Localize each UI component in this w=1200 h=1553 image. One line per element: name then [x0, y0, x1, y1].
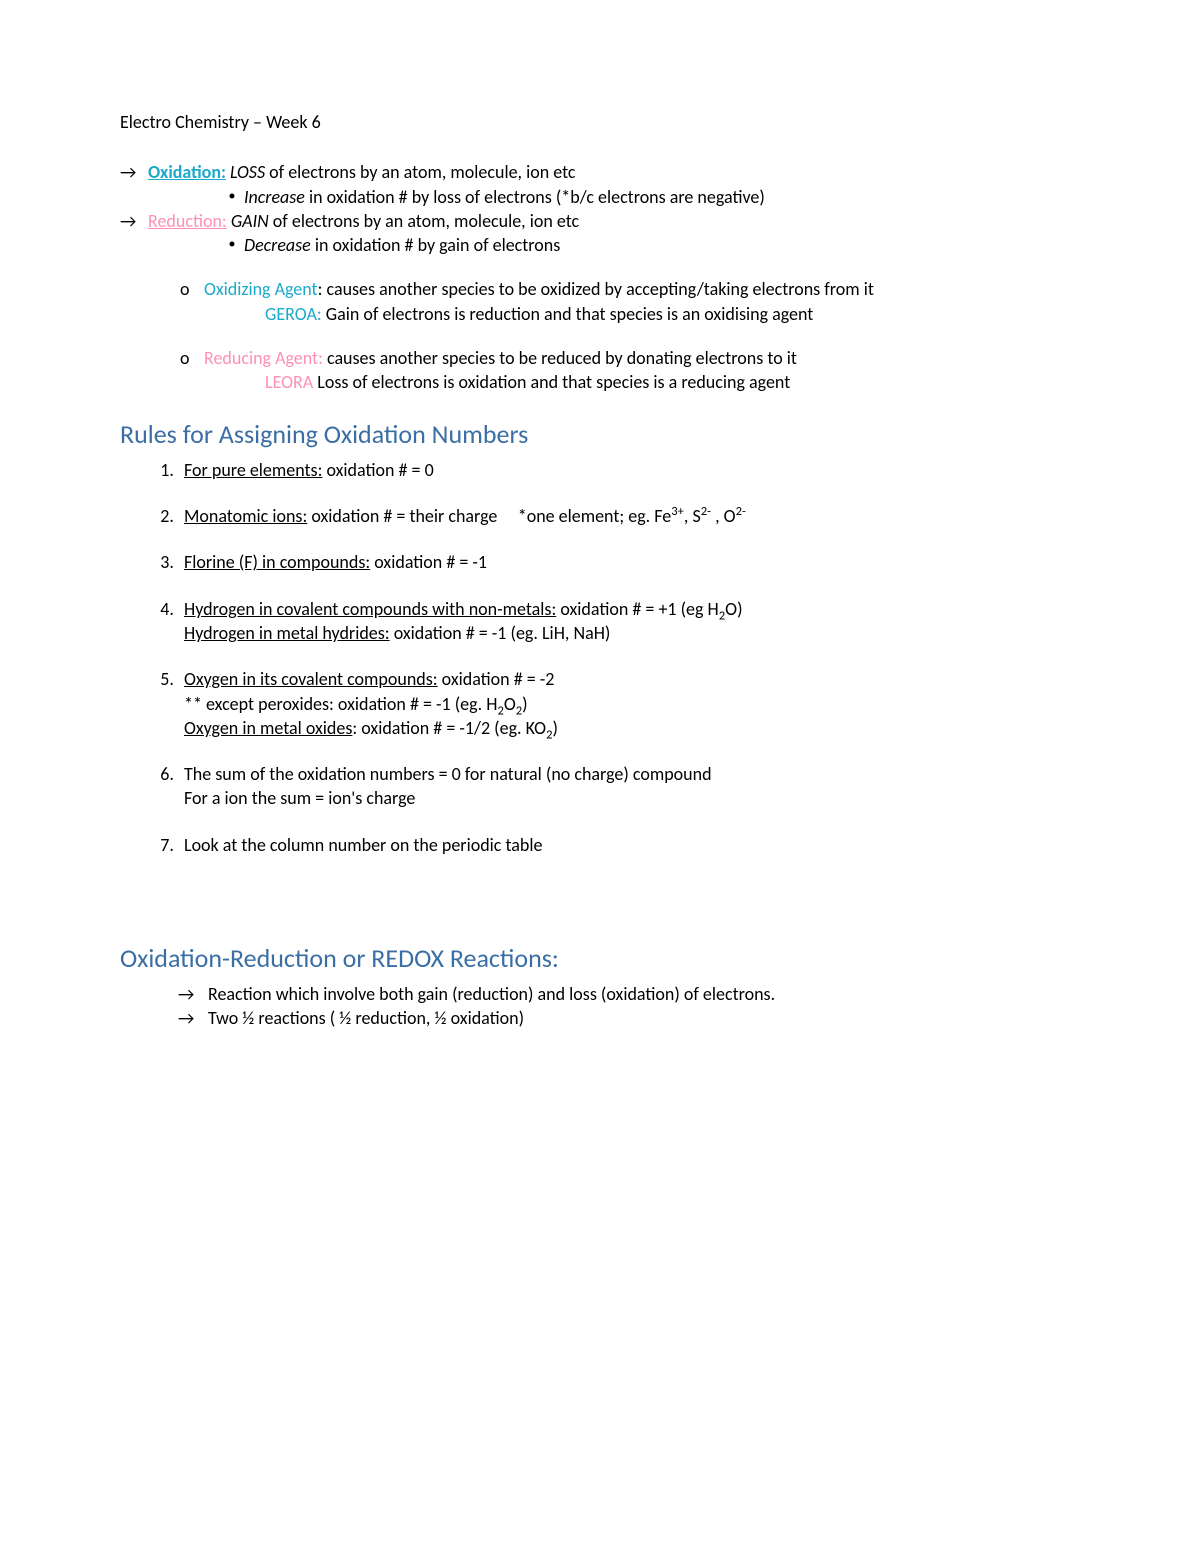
rules-heading: Rules for Assigning Oxidation Numbers	[120, 417, 1080, 452]
def-oxidation: → Oxidation: LOSS of electrons by an ato…	[120, 160, 1080, 184]
rule-5a-lead: Oxygen in its covalent compounds:	[184, 668, 438, 690]
oxidizing-agent-text: Oxidizing Agent: causes another species …	[204, 277, 874, 301]
circle-icon: o	[180, 277, 204, 301]
bullet-icon: •	[220, 233, 244, 257]
oxidation-term: Oxidation:	[148, 161, 226, 183]
rule-4: Hydrogen in covalent compounds with non-…	[178, 597, 1080, 646]
rule-1-lead: For pure elements:	[184, 459, 322, 481]
geroa-line: GEROA: Gain of electrons is reduction an…	[265, 302, 1080, 326]
rule-3: Florine (F) in compounds: oxidation # = …	[178, 550, 1080, 574]
oxidation-sub-text: Increase in oxidation # by loss of elect…	[244, 185, 765, 209]
rule-1-rest: oxidation # = 0	[322, 459, 433, 481]
reduction-sub-text: Decrease in oxidation # by gain of elect…	[244, 233, 560, 257]
rule-7-text: Look at the column number on the periodi…	[184, 834, 542, 856]
reduction-term: Reduction:	[148, 210, 227, 232]
rule-2-sup2: 2-	[701, 504, 711, 519]
rule-4b-lead: Hydrogen in metal hydrides:	[184, 622, 390, 644]
leora-desc: Loss of electrons is oxidation and that …	[313, 371, 790, 393]
arrow-icon: →	[178, 982, 208, 1006]
rule-3-rest: oxidation # = -1	[370, 551, 487, 573]
redox-heading: Oxidation-Reduction or REDOX Reactions:	[120, 941, 1080, 976]
reduction-sub-rest: in oxidation # by gain of electrons	[311, 234, 561, 256]
rule-2-c2: , O	[711, 505, 736, 527]
oxidizing-agent-desc: : causes another species to be oxidized …	[318, 278, 874, 300]
leora-term: LEORA	[265, 371, 313, 393]
rule-6: The sum of the oxidation numbers = 0 for…	[178, 762, 1080, 811]
oxidizing-agent: o Oxidizing Agent: causes another specie…	[180, 277, 1080, 301]
rule-4b-rest: oxidation # = -1 (eg. LiH, NaH)	[390, 622, 611, 644]
reduction-text: Reduction: GAIN of electrons by an atom,…	[148, 209, 579, 233]
rule-5b: ** except peroxides: oxidation # = -1 (e…	[184, 693, 497, 715]
circle-icon: o	[180, 346, 204, 370]
rule-1: For pure elements: oxidation # = 0	[178, 458, 1080, 482]
redox-text-1: Reaction which involve both gain (reduct…	[208, 982, 775, 1006]
bullet-icon: •	[220, 185, 244, 209]
rule-5b-mid: O	[504, 693, 516, 715]
rule-2-sup3: 2-	[736, 504, 746, 519]
reduction-desc: of electrons by an atom, molecule, ion e…	[269, 210, 579, 232]
redox-line-1: → Reaction which involve both gain (redu…	[178, 982, 1080, 1006]
redox-line-2: → Two ½ reactions ( ½ reduction, ½ oxida…	[178, 1006, 1080, 1030]
geroa-term: GEROA:	[265, 303, 322, 325]
arrow-icon: →	[120, 209, 148, 233]
rule-4a-lead: Hydrogen in covalent compounds with non-…	[184, 598, 556, 620]
reducing-agent-desc: causes another species to be reduced by …	[323, 347, 797, 369]
reduction-decrease: Decrease	[244, 234, 311, 256]
rule-5c-rest: : oxidation # = -1/2 (eg. KO	[352, 717, 546, 739]
page-title: Electro Chemistry – Week 6	[120, 110, 1080, 134]
rule-2-lead: Monatomic ions:	[184, 505, 307, 527]
arrow-icon: →	[120, 160, 148, 184]
rule-6a: The sum of the oxidation numbers = 0 for…	[184, 763, 712, 785]
oxidation-desc: of electrons by an atom, molecule, ion e…	[265, 161, 575, 183]
geroa-desc: Gain of electrons is reduction and that …	[322, 303, 814, 325]
rule-5: Oxygen in its covalent compounds: oxidat…	[178, 667, 1080, 740]
rule-6b: For a ion the sum = ion's charge	[184, 787, 415, 809]
rule-4a-rest: oxidation # = +1 (eg H	[556, 598, 719, 620]
rule-2: Monatomic ions: oxidation # = their char…	[178, 504, 1080, 528]
rules-list: For pure elements: oxidation # = 0 Monat…	[178, 458, 1080, 857]
rule-3-lead: Florine (F) in compounds:	[184, 551, 370, 573]
rule-2-mid: oxidation # = their charge	[307, 505, 497, 527]
oxidation-text: Oxidation: LOSS of electrons by an atom,…	[148, 160, 576, 184]
oxidation-sub-rest: in oxidation # by loss of electrons (*b/…	[305, 186, 765, 208]
rule-2-c1: , S	[684, 505, 701, 527]
leora-line: LEORA Loss of electrons is oxidation and…	[265, 370, 1080, 394]
rule-5a-rest: oxidation # = -2	[438, 668, 555, 690]
rule-5c-lead: Oxygen in metal oxides	[184, 717, 352, 739]
oxidizing-agent-term: Oxidizing Agent	[204, 278, 318, 300]
reducing-agent-term: Reducing Agent:	[204, 347, 323, 369]
rule-4a-tail: O)	[725, 598, 742, 620]
arrow-icon: →	[178, 1006, 208, 1030]
reduction-sub: • Decrease in oxidation # by gain of ele…	[220, 233, 1080, 257]
reduction-gain: GAIN	[231, 210, 269, 232]
rule-5b-tail: )	[522, 693, 527, 715]
rule-7: Look at the column number on the periodi…	[178, 833, 1080, 857]
reducing-agent: o Reducing Agent: causes another species…	[180, 346, 1080, 370]
reducing-agent-text: Reducing Agent: causes another species t…	[204, 346, 797, 370]
oxidation-increase: Increase	[244, 186, 305, 208]
rule-5c-tail: )	[552, 717, 557, 739]
def-reduction: → Reduction: GAIN of electrons by an ato…	[120, 209, 1080, 233]
oxidation-sub: • Increase in oxidation # by loss of ele…	[220, 185, 1080, 209]
oxidation-loss: LOSS	[230, 161, 265, 183]
redox-text-2: Two ½ reactions ( ½ reduction, ½ oxidati…	[208, 1006, 524, 1030]
rule-2-note: *one element; eg. Fe	[518, 505, 672, 527]
rule-2-sup1: 3+	[671, 504, 684, 519]
